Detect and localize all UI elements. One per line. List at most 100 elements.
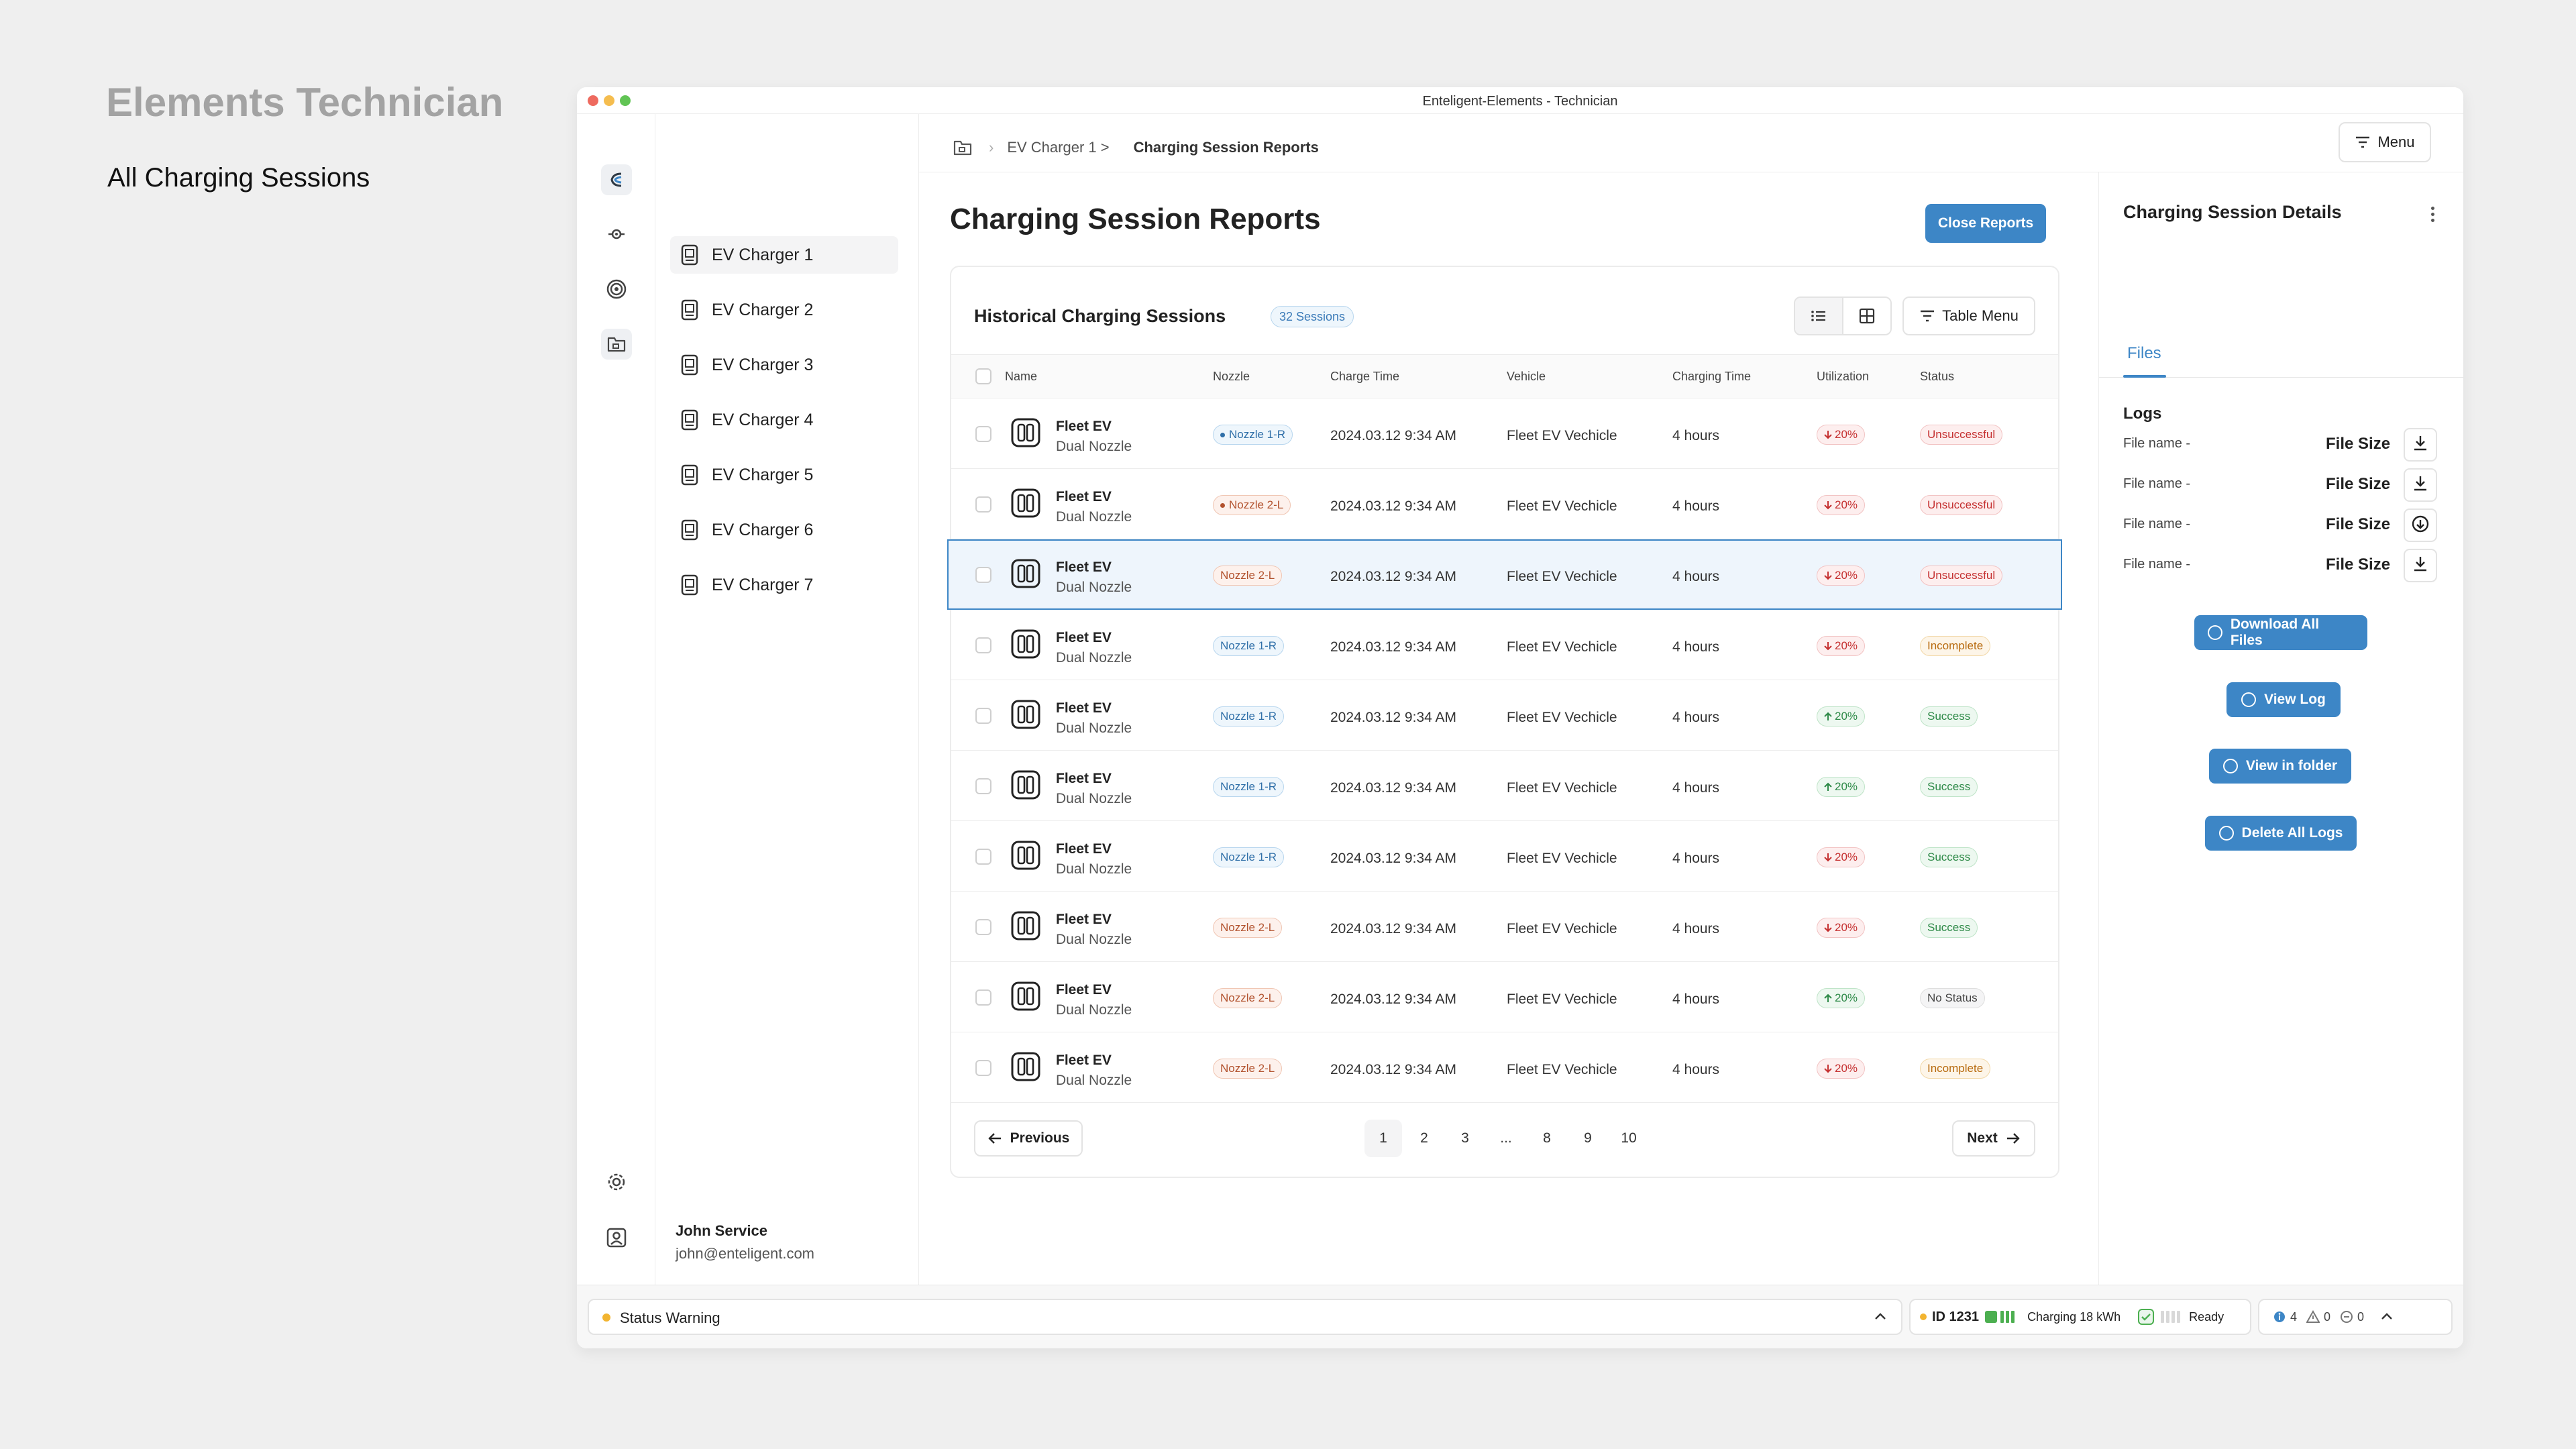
chevron-up-icon[interactable] (2379, 1309, 2395, 1325)
charger-item-5[interactable]: EV Charger 5 (670, 456, 898, 494)
charger-item-3[interactable]: EV Charger 3 (670, 346, 898, 384)
status-badge: Unsuccessful (1920, 495, 2003, 515)
minimize-window-button[interactable] (604, 95, 614, 106)
close-window-button[interactable] (588, 95, 598, 106)
dual-nozzle-icon (1010, 769, 1041, 800)
previous-page-button[interactable]: Previous (974, 1120, 1083, 1157)
view-in-folder-button[interactable]: View in folder (2209, 749, 2351, 784)
table-row[interactable]: Fleet EV Dual Nozzle Nozzle 2-L 2024.03.12 … (947, 539, 2062, 610)
download-button[interactable] (2404, 549, 2437, 582)
table-row[interactable]: Fleet EV Dual Nozzle Nozzle 2-L 2024.03.12 … (951, 962, 2058, 1032)
charger-item-label: EV Charger 3 (712, 355, 814, 374)
status-badge: Success (1920, 918, 1978, 938)
row-checkbox[interactable] (975, 778, 991, 794)
column-header-name[interactable]: Name (1005, 370, 1038, 383)
charger-icon (681, 354, 698, 376)
select-all-checkbox[interactable] (975, 368, 991, 384)
user-profile-button[interactable] (601, 1222, 632, 1253)
folder-icon[interactable] (953, 138, 973, 157)
table-row[interactable]: Fleet EV Dual Nozzle Nozzle 1-R 2024.03.12 … (951, 821, 2058, 892)
target-button[interactable] (601, 274, 632, 305)
user-name: John Service (676, 1222, 767, 1239)
view-log-button[interactable]: View Log (2226, 682, 2341, 717)
table-row[interactable]: Fleet EV Dual Nozzle Nozzle 1-R 2024.03.12 … (951, 610, 2058, 680)
table-menu-button[interactable]: Table Menu (1902, 297, 2035, 335)
close-reports-button[interactable]: Close Reports (1925, 204, 2046, 243)
chevron-up-icon[interactable] (1872, 1308, 1889, 1326)
page-number[interactable]: 8 (1543, 1130, 1551, 1146)
column-header-charging-time[interactable]: Charging Time (1672, 370, 1752, 383)
charger-item-4[interactable]: EV Charger 4 (670, 401, 898, 439)
user-info[interactable]: John Service john@enteligent.com (676, 1222, 814, 1263)
charger-status-summary[interactable]: ID 1231 Charging 18 kWh Ready (1909, 1299, 2251, 1335)
table-row[interactable]: Fleet EV Dual Nozzle Nozzle 2-L 2024.03.12 … (951, 469, 2058, 539)
arrow-up-icon (1824, 782, 1832, 791)
table-row[interactable]: Fleet EV Dual Nozzle Nozzle 1-R 2024.03.12 … (951, 751, 2058, 821)
session-details-panel: Charging Session Details Files Logs File… (2098, 172, 2463, 1285)
charger-item-2[interactable]: EV Charger 2 (670, 291, 898, 329)
column-header-status[interactable]: Status (1920, 370, 1955, 383)
page-number[interactable]: 3 (1461, 1130, 1469, 1146)
column-header-nozzle[interactable]: Nozzle (1213, 370, 1250, 383)
row-checkbox[interactable] (975, 849, 991, 865)
dual-nozzle-icon (1010, 488, 1041, 519)
download-button[interactable] (2404, 428, 2437, 462)
app-logo-button[interactable] (601, 164, 632, 195)
download-all-files-button[interactable]: Download All Files (2194, 615, 2367, 650)
more-options-icon[interactable] (2424, 202, 2441, 226)
row-checkbox[interactable] (975, 496, 991, 513)
row-checkbox[interactable] (975, 1060, 991, 1076)
page-number[interactable]: 1 (1364, 1120, 1402, 1157)
status-badge: Unsuccessful (1920, 566, 2003, 586)
table-row[interactable]: Fleet EV Dual Nozzle Nozzle 1-R 2024.03.12 … (951, 680, 2058, 751)
page-number[interactable]: 9 (1584, 1130, 1592, 1146)
utilization-value: 20% (1835, 780, 1858, 793)
column-header-utilization[interactable]: Utilization (1817, 370, 1870, 383)
page-number[interactable]: 10 (1621, 1130, 1637, 1146)
nozzle-label: Nozzle 1-R (1220, 851, 1277, 863)
row-checkbox[interactable] (975, 426, 991, 442)
delete-all-logs-button[interactable]: Delete All Logs (2205, 816, 2357, 851)
charge-time: 2024.03.12 9:34 AM (1330, 851, 1456, 866)
vehicle: Fleet EV Vechicle (1507, 1062, 1617, 1077)
settings-button[interactable] (601, 1167, 632, 1197)
error-count-value: 0 (2357, 1309, 2365, 1324)
row-subtitle: Dual Nozzle (1056, 509, 1132, 525)
status-warning-bar[interactable]: Status Warning (588, 1299, 1902, 1335)
connector-button[interactable] (601, 219, 632, 250)
row-checkbox[interactable] (975, 708, 991, 724)
grid-view-button[interactable] (1842, 298, 1890, 334)
notification-counts[interactable]: 4 0 0 (2258, 1299, 2453, 1335)
zoom-window-button[interactable] (620, 95, 631, 106)
table-row[interactable]: Fleet EV Dual Nozzle Nozzle 2-L 2024.03.12 … (951, 892, 2058, 962)
charger-item-7[interactable]: EV Charger 7 (670, 566, 898, 604)
status-badge: Unsuccessful (1920, 425, 2003, 445)
charger-item-6[interactable]: EV Charger 6 (670, 511, 898, 549)
column-header-vehicle[interactable]: Vehicle (1507, 370, 1546, 383)
column-header-charge-time[interactable]: Charge Time (1330, 370, 1400, 383)
table-row[interactable]: Fleet EV Dual Nozzle Nozzle 1-R 2024.03.12 … (951, 398, 2058, 469)
utilization-value: 20% (1835, 991, 1858, 1004)
tab-files[interactable]: Files (2127, 344, 2161, 362)
row-checkbox[interactable] (975, 919, 991, 935)
page-heading: Elements Technician (106, 80, 504, 125)
add-circle-button[interactable] (2404, 508, 2437, 542)
idle-bars-icon (2161, 1311, 2181, 1323)
row-checkbox[interactable] (975, 637, 991, 653)
list-view-button[interactable] (1795, 298, 1842, 334)
row-checkbox[interactable] (975, 989, 991, 1006)
next-page-button[interactable]: Next (1952, 1120, 2035, 1157)
charge-time: 2024.03.12 9:34 AM (1330, 1062, 1456, 1077)
action-label: View Log (2264, 692, 2326, 707)
page-number[interactable]: 2 (1420, 1130, 1428, 1146)
nozzle-badge: Nozzle 1-R (1213, 425, 1293, 445)
breadcrumb-parent[interactable]: EV Charger 1 > (1007, 139, 1110, 156)
table-row[interactable]: Fleet EV Dual Nozzle Nozzle 2-L 2024.03.12 … (951, 1032, 2058, 1103)
dual-nozzle-icon (1010, 981, 1041, 1012)
menu-button[interactable]: Menu (2339, 122, 2431, 162)
row-checkbox[interactable] (975, 567, 991, 583)
action-label: View in folder (2245, 758, 2338, 773)
charger-item-1[interactable]: EV Charger 1 (670, 236, 898, 274)
folder-button[interactable] (601, 329, 632, 360)
download-button[interactable] (2404, 468, 2437, 502)
